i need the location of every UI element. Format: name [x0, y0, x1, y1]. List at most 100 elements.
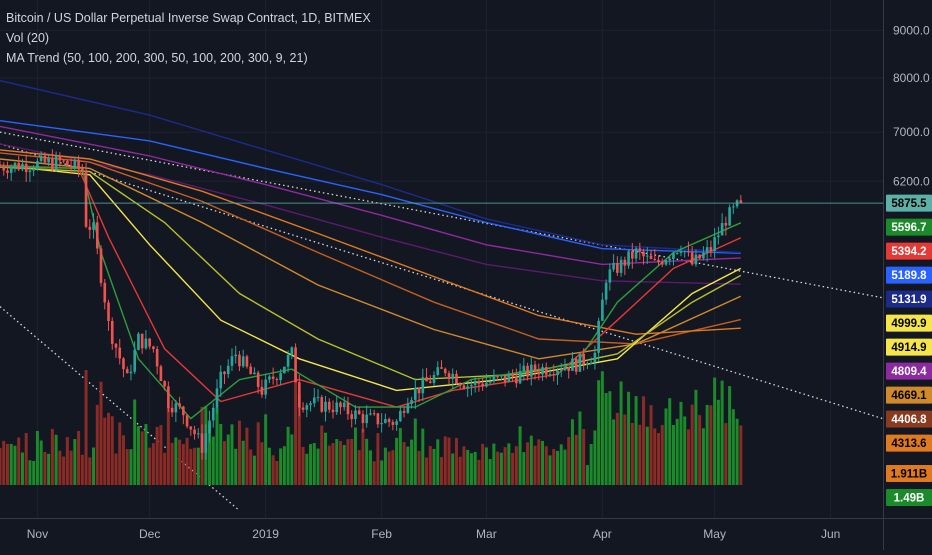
moving-average-line-8 — [0, 166, 742, 381]
volume-bar — [612, 419, 616, 485]
candle-body — [283, 366, 286, 374]
y-tick-label: 9000.0 — [893, 23, 930, 37]
volume-bar — [17, 437, 21, 485]
candle-body — [118, 347, 122, 359]
moving-average-line-10 — [0, 165, 742, 420]
candle-body — [144, 338, 148, 349]
candle-body — [305, 405, 309, 410]
candle-body — [189, 426, 193, 430]
volume-bar — [462, 446, 466, 485]
candle-body — [541, 367, 544, 375]
candle-body — [245, 356, 249, 367]
price-tag: 5131.9 — [886, 290, 932, 308]
moving-average-line-1 — [0, 79, 741, 254]
volume-bar — [638, 424, 642, 485]
candle-body — [73, 159, 77, 168]
volume-bar — [35, 430, 39, 485]
volume-bar — [163, 452, 167, 485]
x-axis[interactable]: Nov Dec 2019 Feb Mar Apr May Jun — [27, 527, 841, 541]
volume-bar — [2, 440, 6, 485]
volume-bar — [720, 380, 724, 485]
volume-bar — [634, 396, 638, 485]
volume-bar — [395, 437, 399, 485]
volume-bar — [709, 405, 713, 485]
y-axis[interactable]: 9000.0 8000.0 7000.0 6200.0 — [893, 23, 930, 188]
volume-bar — [533, 445, 537, 485]
volume-bar — [28, 460, 32, 485]
volume-bar — [473, 451, 477, 485]
ma-trend-indicator-label[interactable]: MA Trend (50, 100, 200, 300, 50, 100, 20… — [6, 51, 308, 65]
candle-body — [129, 371, 133, 374]
trend-line-0 — [0, 131, 884, 299]
volume-bar — [675, 418, 679, 485]
volume-bar — [443, 436, 447, 485]
volume-bar — [92, 447, 96, 485]
volume-bar — [5, 443, 9, 485]
volume-bar — [440, 457, 443, 485]
volume-bar — [451, 453, 455, 485]
candle-body — [294, 347, 297, 383]
price-tag: 4999.9 — [886, 314, 932, 332]
volume-bar — [324, 432, 328, 485]
volume-bar — [166, 406, 170, 485]
price-tag-label: 4914.9 — [891, 342, 926, 354]
candle-body — [664, 260, 668, 265]
price-tag-label: 5394.2 — [891, 246, 926, 258]
price-tag: 4406.8 — [886, 410, 932, 428]
volume-bar — [402, 442, 406, 485]
candle-body — [724, 223, 728, 226]
candle-body — [43, 155, 47, 163]
candle-body — [327, 401, 331, 410]
volume-indicator-label[interactable]: Vol (20) — [6, 31, 50, 45]
volume-bar — [567, 437, 571, 485]
volume-bar — [383, 447, 387, 485]
candle-body — [597, 320, 600, 353]
candle-body — [2, 166, 6, 171]
candle-body — [455, 373, 458, 384]
volume-bar — [619, 381, 623, 485]
volume-bar — [522, 452, 526, 485]
moving-average-line-6 — [0, 149, 741, 335]
candle-body — [586, 364, 589, 366]
volume-bar — [222, 441, 226, 485]
volume-bar — [301, 446, 305, 485]
price-tag-label: 4669.1 — [891, 390, 927, 402]
candles[interactable] — [0, 149, 743, 460]
volume-bar — [683, 416, 687, 485]
candle-body — [215, 388, 219, 408]
volume-bar — [47, 453, 51, 485]
price-tag-bg — [886, 218, 932, 236]
candle-body — [589, 362, 593, 365]
volume-bar — [627, 391, 631, 485]
symbol-title[interactable]: Bitcoin / US Dollar Perpetual Inverse Sw… — [6, 11, 371, 25]
x-tick-label: May — [703, 527, 726, 541]
candle-body — [290, 347, 294, 355]
volume-bar — [331, 443, 335, 485]
volume-bar — [679, 401, 683, 485]
volume-bar — [387, 451, 391, 485]
candle-body — [533, 364, 537, 372]
candle-body — [170, 407, 174, 413]
moving-average-line-7 — [0, 164, 742, 392]
volume-bar — [121, 435, 125, 485]
volume-bar — [196, 447, 200, 485]
x-tick-label: Jun — [821, 527, 840, 541]
candle-body — [361, 414, 365, 424]
candle-body — [241, 356, 245, 367]
volume-bar — [428, 446, 432, 485]
volume-bar — [267, 447, 271, 485]
price-tag-label: 4313.6 — [891, 438, 926, 450]
candle-body — [357, 410, 361, 415]
candle-body — [492, 376, 496, 382]
volume-bar — [608, 391, 612, 485]
volume-bar — [724, 423, 728, 485]
volume-bar — [13, 445, 17, 485]
volume-bar — [514, 446, 518, 485]
volume-bar — [335, 439, 339, 485]
volume-bar — [357, 450, 361, 485]
volume-bar — [178, 439, 182, 485]
volume-bar — [537, 439, 541, 485]
volume-bar — [380, 460, 384, 485]
